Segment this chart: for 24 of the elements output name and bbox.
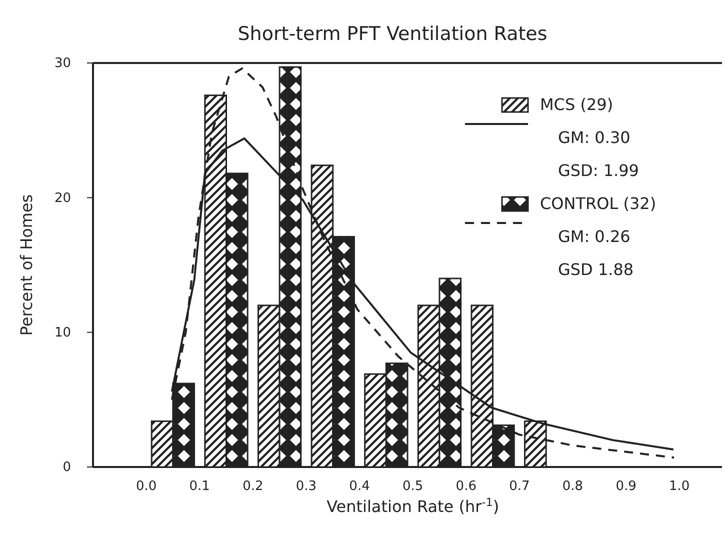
x-tick-label: 0.1	[189, 479, 210, 494]
chart-title: Short-term PFT Ventilation Rates	[238, 23, 548, 45]
y-tick-label: 20	[54, 190, 71, 206]
x-tick-label: 0.6	[456, 479, 476, 494]
y-tick-label: 0	[62, 460, 71, 476]
x-tick-label: 1.0	[669, 479, 690, 494]
x-tick-label: 0.0	[136, 479, 157, 494]
x-tick-label: 0.4	[349, 479, 370, 494]
legend-label: MCS (29)	[540, 95, 614, 114]
y-tick-label: 10	[54, 325, 71, 340]
x-tick-label: 0.3	[296, 479, 317, 494]
x-tick-label: 0.9	[616, 479, 636, 494]
y-tick-label: 30	[54, 56, 71, 72]
x-tick-label: 0.8	[562, 479, 584, 494]
annotation: GSD 1.88	[558, 260, 634, 279]
legend-label: CONTROL (32)	[540, 194, 656, 213]
x-tick-label: 0.7	[509, 479, 530, 494]
y-axis-title: Percent of Homes	[17, 194, 36, 336]
x-tick-label: 0.2	[242, 479, 264, 494]
x-axis-title: Ventilation Rate (hr$^{-1}$)	[326, 496, 500, 516]
x-tick-label: 0.5	[402, 479, 424, 494]
annotation: GM: 0.30	[558, 128, 630, 147]
annotation: GM: 0.26	[558, 227, 630, 246]
annotation: GSD: 1.99	[558, 161, 639, 180]
